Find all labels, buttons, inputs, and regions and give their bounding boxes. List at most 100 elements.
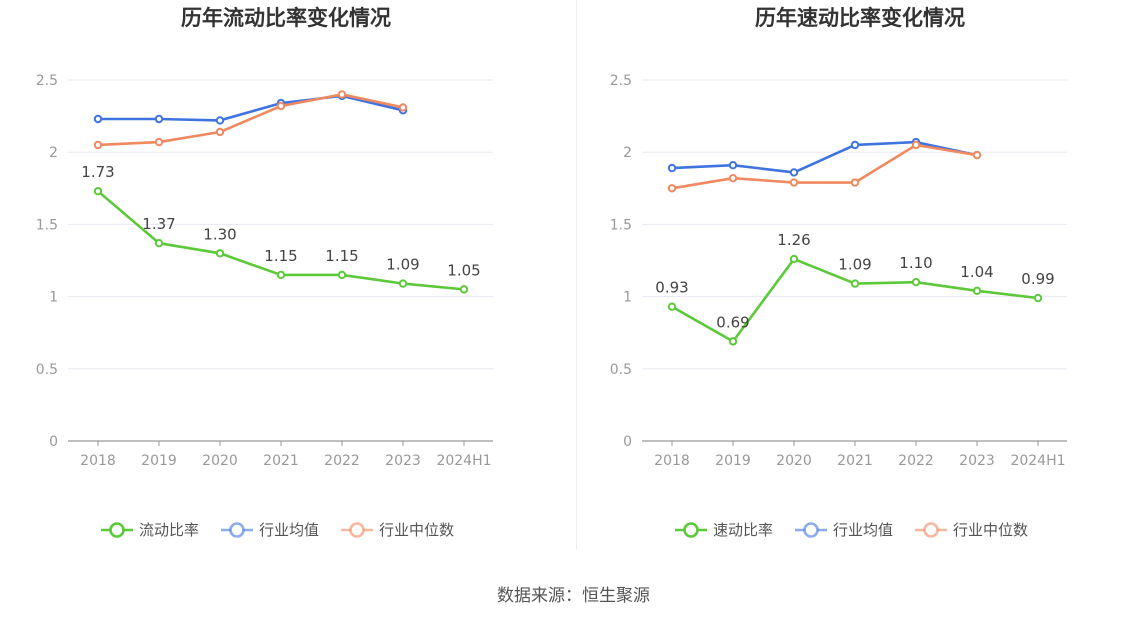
- legend-marker: [683, 522, 699, 538]
- x-tick-label: 2018: [80, 453, 116, 469]
- legend-item-main: 流动比率: [101, 521, 199, 539]
- y-tick-label: 1: [49, 290, 58, 306]
- x-tick-label: 2021: [263, 453, 299, 469]
- legend-label: 行业均值: [833, 521, 893, 539]
- y-tick-label: 0.5: [36, 362, 58, 378]
- legend-item-main: 速动比率: [675, 521, 773, 539]
- series-median: [93, 90, 408, 150]
- data-point: [337, 270, 347, 280]
- x-tick-label: 2024H1: [436, 453, 491, 469]
- legend-marker: [803, 522, 819, 538]
- series-main: 0.93 0.69 1.26 1.09 1.10 1.04 0.99: [655, 231, 1055, 346]
- y-tick-label: 2.5: [610, 73, 632, 89]
- data-point: [972, 150, 982, 160]
- data-point: [154, 114, 164, 124]
- data-point: [93, 114, 103, 124]
- x-tick-label: 2022: [898, 453, 934, 469]
- legend-marker: [109, 522, 125, 538]
- data-point: [93, 140, 103, 150]
- legend-item-avg: 行业均值: [221, 521, 319, 539]
- legend-item-median: 行业中位数: [341, 521, 454, 539]
- data-point: [1033, 293, 1043, 303]
- data-label: 1.37: [142, 215, 175, 233]
- x-tick-label: 2019: [141, 453, 177, 469]
- x-tick-label: 2023: [385, 453, 421, 469]
- series-line-median: [671, 143, 978, 190]
- data-point: [911, 277, 921, 287]
- data-point: [337, 90, 347, 99]
- x-tick-label: 2020: [202, 453, 238, 469]
- chart-title: 历年速动比率变化情况: [755, 6, 965, 30]
- quick-ratio-svg: 历年速动比率变化情况 0 0.5 1 1.5 2 2.5 2018 2019 2020 2021 20…: [610, 6, 1067, 539]
- data-point: [667, 302, 677, 311]
- y-tick-label: 0: [623, 434, 632, 450]
- data-label: 1.15: [264, 247, 297, 265]
- data-point: [276, 101, 286, 111]
- data-point: [398, 103, 408, 112]
- panel-divider: [576, 0, 577, 550]
- legend-item-avg: 行业均值: [795, 521, 893, 539]
- chart-current-ratio: 历年流动比率变化情况 0 0.5 1 1.5 2 2.5 2018 2019 2020 2021 20…: [0, 0, 573, 560]
- data-label: 0.69: [716, 313, 749, 331]
- data-point: [789, 254, 799, 264]
- series-median: [667, 140, 982, 193]
- y-tick-label: 2: [49, 145, 58, 161]
- data-point: [398, 279, 408, 288]
- data-point: [93, 186, 103, 196]
- legend-label: 流动比率: [139, 521, 199, 539]
- data-point: [850, 279, 860, 288]
- series-line-median: [97, 93, 404, 147]
- data-point: [276, 270, 286, 280]
- current-ratio-svg: 历年流动比率变化情况 0 0.5 1 1.5 2 2.5 2018 2019 2020 2021 20…: [36, 6, 493, 539]
- x-tick-label: 2019: [715, 453, 751, 469]
- x-tick-label: 2022: [324, 453, 360, 469]
- data-point: [215, 116, 225, 125]
- data-label: 1.10: [899, 254, 932, 272]
- x-tick-label: 2020: [776, 453, 812, 469]
- y-tick-label: 0: [49, 434, 58, 450]
- data-point: [154, 238, 164, 248]
- series-line-avg: [98, 94, 404, 122]
- data-label: 1.15: [325, 247, 358, 265]
- legend-marker: [923, 522, 939, 538]
- x-tick-label: 2021: [837, 453, 873, 469]
- data-label: 0.99: [1021, 270, 1054, 288]
- data-label: 1.26: [777, 231, 810, 249]
- data-point: [972, 286, 982, 296]
- y-tick-label: 1.5: [610, 217, 632, 233]
- legend-marker: [229, 522, 245, 538]
- y-tick-label: 2.5: [36, 73, 58, 89]
- data-point: [728, 160, 738, 170]
- data-label: 0.93: [655, 279, 688, 297]
- data-label: 1.09: [386, 256, 419, 274]
- legend-marker: [349, 522, 365, 538]
- x-tick-label: 2023: [959, 453, 995, 469]
- data-point: [667, 184, 677, 193]
- legend-item-median: 行业中位数: [915, 521, 1028, 539]
- data-point: [911, 140, 921, 150]
- data-point: [789, 178, 799, 187]
- data-point: [728, 337, 738, 346]
- data-source: 数据来源：恒生聚源: [497, 586, 650, 606]
- y-tick-label: 1.5: [36, 217, 58, 233]
- y-tick-label: 2: [623, 145, 632, 161]
- series-line-avg: [671, 140, 978, 174]
- legend-label: 速动比率: [713, 521, 773, 539]
- data-label: 1.73: [81, 163, 114, 181]
- data-point: [215, 127, 225, 137]
- series-main: 1.73 1.37 1.30 1.15 1.15 1.09 1.05: [81, 163, 481, 294]
- data-point: [459, 285, 469, 294]
- data-point: [850, 140, 860, 150]
- chart-quick-ratio: 历年速动比率变化情况 0 0.5 1 1.5 2 2.5 2018 2019 2020 2021 20…: [574, 0, 1147, 560]
- y-tick-label: 0.5: [610, 362, 632, 378]
- legend-label: 行业中位数: [379, 521, 454, 539]
- series-avg: [667, 137, 982, 177]
- x-tick-label: 2024H1: [1010, 453, 1065, 469]
- legend-label: 行业中位数: [953, 521, 1028, 539]
- data-label: 1.30: [203, 225, 236, 243]
- data-point: [789, 168, 799, 177]
- data-label: 1.09: [838, 256, 871, 274]
- data-label: 1.05: [447, 261, 480, 279]
- x-tick-label: 2018: [654, 453, 690, 469]
- data-label: 1.04: [960, 263, 993, 281]
